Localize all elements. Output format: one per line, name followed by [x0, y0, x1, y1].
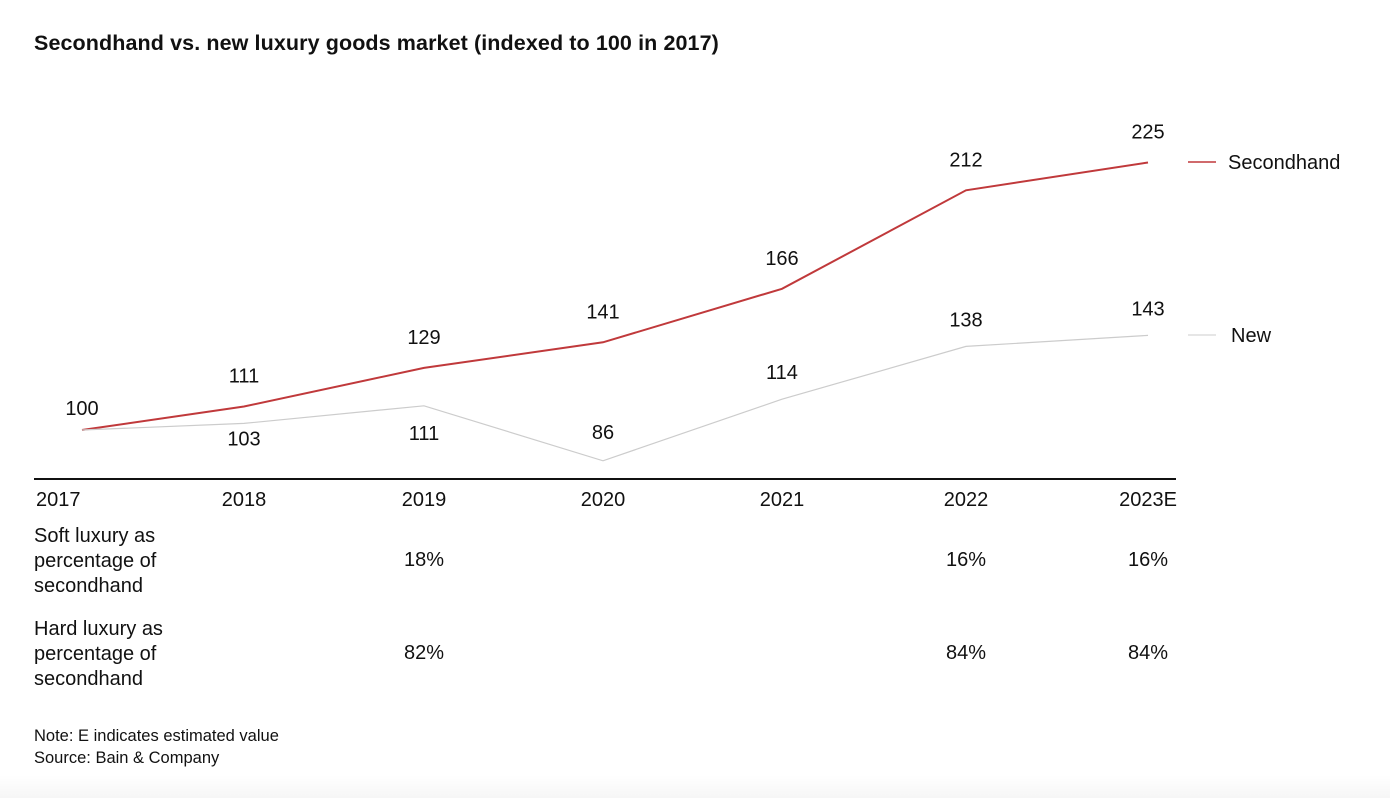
table-cell-value: 84% [945, 642, 987, 664]
x-tick-label: 2021 [760, 489, 805, 511]
data-label: 141 [586, 301, 619, 323]
legend-label-new: New [1231, 325, 1272, 347]
data-label: 111 [229, 365, 259, 387]
series-line-secondhand [81, 161, 1149, 431]
table-cell-value: 82% [403, 642, 445, 664]
line-chart: 100 111 129 141 166 212 225 103 111 86 114 138 143 2… [34, 122, 1340, 511]
table-row-label: Soft luxury as percentage of secondhand [34, 525, 157, 597]
data-label: 143 [1131, 298, 1164, 320]
data-label: 114 [766, 362, 798, 384]
data-label: 212 [949, 149, 982, 171]
x-tick-label: 2018 [222, 489, 267, 511]
chart-title: Secondhand vs. new luxury goods market (… [34, 31, 719, 55]
table-cell-value: 18% [403, 549, 445, 571]
table-cell-value: 16% [945, 549, 987, 571]
legend-label-secondhand: Secondhand [1228, 152, 1340, 174]
note-text: Note: E indicates estimated value [34, 727, 279, 745]
x-tick-label: 2017 [36, 489, 81, 511]
table-cell-value: 84% [1127, 642, 1169, 664]
data-label: 129 [407, 327, 440, 349]
data-label: 138 [949, 309, 982, 331]
source-text: Source: Bain & Company [34, 749, 220, 767]
table-row-label: Hard luxury as percentage of secondhand [34, 618, 163, 690]
x-tick-label: 2022 [944, 489, 989, 511]
x-tick-label: 2020 [581, 489, 626, 511]
x-tick-label: 2019 [402, 489, 447, 511]
table-cell-value: 16% [1127, 549, 1169, 571]
series-line-new [81, 334, 1149, 462]
data-label: 103 [227, 428, 260, 450]
data-label: 100 [65, 398, 98, 420]
data-label: 225 [1131, 122, 1164, 144]
data-label: 111 [409, 423, 439, 445]
data-label: 166 [765, 248, 798, 270]
data-label: 86 [592, 422, 614, 444]
x-tick-label: 2023E [1119, 489, 1177, 511]
